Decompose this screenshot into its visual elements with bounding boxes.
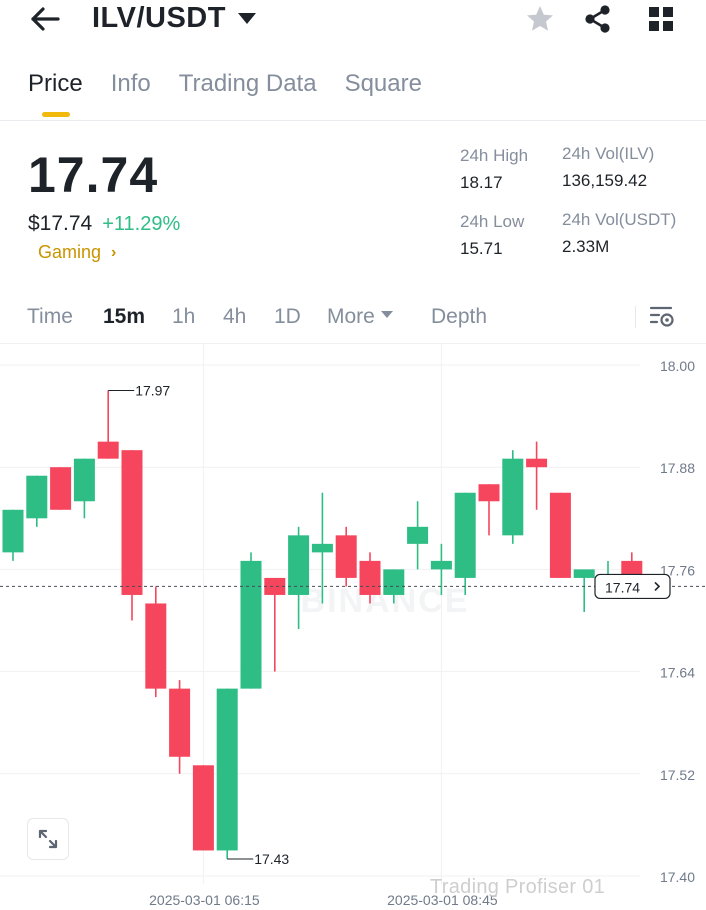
- interval-15m[interactable]: 15m: [103, 305, 146, 328]
- usd-price-row: $17.74 +11.29%: [28, 212, 180, 236]
- candle-body: [502, 458, 524, 536]
- candle-body: [383, 569, 405, 595]
- chart-top-border: [0, 343, 706, 344]
- candle-body: [311, 543, 333, 553]
- candle-body: [73, 458, 95, 502]
- category-tag[interactable]: Gaming ›: [38, 242, 116, 263]
- candle-body: [430, 560, 452, 570]
- y-tick-label: 17.88: [660, 460, 695, 476]
- expand-icon: [38, 829, 58, 849]
- tab-square[interactable]: Square: [344, 70, 422, 97]
- candlestick-chart[interactable]: 18.00 17.88 17.76 17.64 17.52 17.40 2025-03-01…: [0, 344, 706, 910]
- candle-body: [288, 535, 310, 595]
- grid-icon[interactable]: [645, 3, 677, 35]
- y-tick-label: 17.76: [660, 562, 695, 578]
- usd-price: $17.74: [28, 212, 93, 235]
- candle-body: [145, 603, 167, 689]
- interval-more-label: More: [327, 305, 375, 328]
- vol-base-value: 136,159.42: [562, 171, 648, 190]
- caret-down-icon: [380, 310, 393, 318]
- y-tick-label: 17.64: [660, 665, 695, 681]
- candle-body: [549, 492, 571, 578]
- chart-settings-icon[interactable]: [648, 304, 676, 330]
- candle-body: [2, 509, 24, 553]
- tabs-divider: [0, 120, 706, 121]
- candle-body: [50, 467, 72, 510]
- candle-body: [335, 535, 357, 578]
- last-price: 17.74: [28, 147, 159, 203]
- interval-bar: Time 15m 1h 4h 1D More Depth: [0, 300, 706, 336]
- interval-1d[interactable]: 1D: [274, 305, 301, 328]
- candle-body: [264, 577, 286, 595]
- interval-1h[interactable]: 1h: [172, 305, 196, 328]
- candle-body: [121, 450, 143, 595]
- current-price-tag: [594, 573, 671, 600]
- watermark-text: Trading Profiser 01: [430, 876, 606, 898]
- candle-body: [169, 688, 191, 757]
- interval-more[interactable]: More: [327, 305, 393, 329]
- y-tick-label: 18.00: [660, 358, 695, 374]
- star-icon[interactable]: [524, 3, 556, 35]
- x-tick-label: 2025-03-01 06:15: [149, 892, 260, 908]
- high-marker-label: 17.97: [135, 383, 170, 399]
- vol-base-label: 24h Vol(ILV): [562, 144, 655, 163]
- low-value: 15.71: [460, 239, 503, 258]
- candle-body: [97, 441, 119, 459]
- pair-selector[interactable]: ILV/USDT: [92, 2, 256, 35]
- main-tabs: Price Info Trading Data Square: [28, 70, 450, 118]
- expand-chart-button[interactable]: [27, 818, 69, 860]
- interval-4h[interactable]: 4h: [223, 305, 247, 328]
- candle-body: [407, 526, 429, 544]
- x-tick-label: 2025-03-01 08:45: [387, 892, 498, 908]
- candle-body: [240, 560, 262, 689]
- interval-time[interactable]: Time: [27, 305, 73, 328]
- chevron-right-icon: [654, 581, 661, 591]
- tab-info[interactable]: Info: [110, 70, 151, 97]
- tab-price[interactable]: Price: [28, 70, 83, 118]
- candle-body: [192, 765, 214, 851]
- pair-title: ILV/USDT: [92, 2, 226, 34]
- candle-body: [454, 492, 476, 578]
- candle-body: [26, 475, 48, 519]
- y-tick-label: 17.40: [660, 869, 695, 885]
- price-change-percent: +11.29%: [102, 213, 181, 235]
- vol-quote-value: 2.33M: [562, 237, 610, 256]
- candle-body: [478, 484, 500, 502]
- candle-body: [216, 688, 238, 851]
- caret-down-icon: [237, 13, 256, 24]
- top-bar: ILV/USDT: [0, 0, 706, 40]
- interval-separator: [635, 306, 636, 328]
- share-icon[interactable]: [582, 3, 614, 35]
- chevron-right-icon: ›: [111, 243, 117, 261]
- candle-body: [573, 569, 595, 578]
- candle-body: [526, 458, 548, 468]
- y-tick-label: 17.52: [660, 767, 695, 783]
- back-arrow-icon[interactable]: [28, 4, 62, 34]
- vol-quote-label: 24h Vol(USDT): [562, 210, 677, 229]
- candle-body: [359, 560, 381, 595]
- high-label: 24h High: [460, 146, 529, 165]
- low-label: 24h Low: [460, 212, 525, 231]
- interval-depth[interactable]: Depth: [431, 305, 488, 328]
- category-label: Gaming: [38, 242, 102, 262]
- tab-trading-data[interactable]: Trading Data: [178, 70, 317, 97]
- high-value: 18.17: [460, 173, 503, 192]
- low-marker-label: 17.43: [254, 851, 289, 867]
- current-price-label: 17.74: [605, 579, 640, 595]
